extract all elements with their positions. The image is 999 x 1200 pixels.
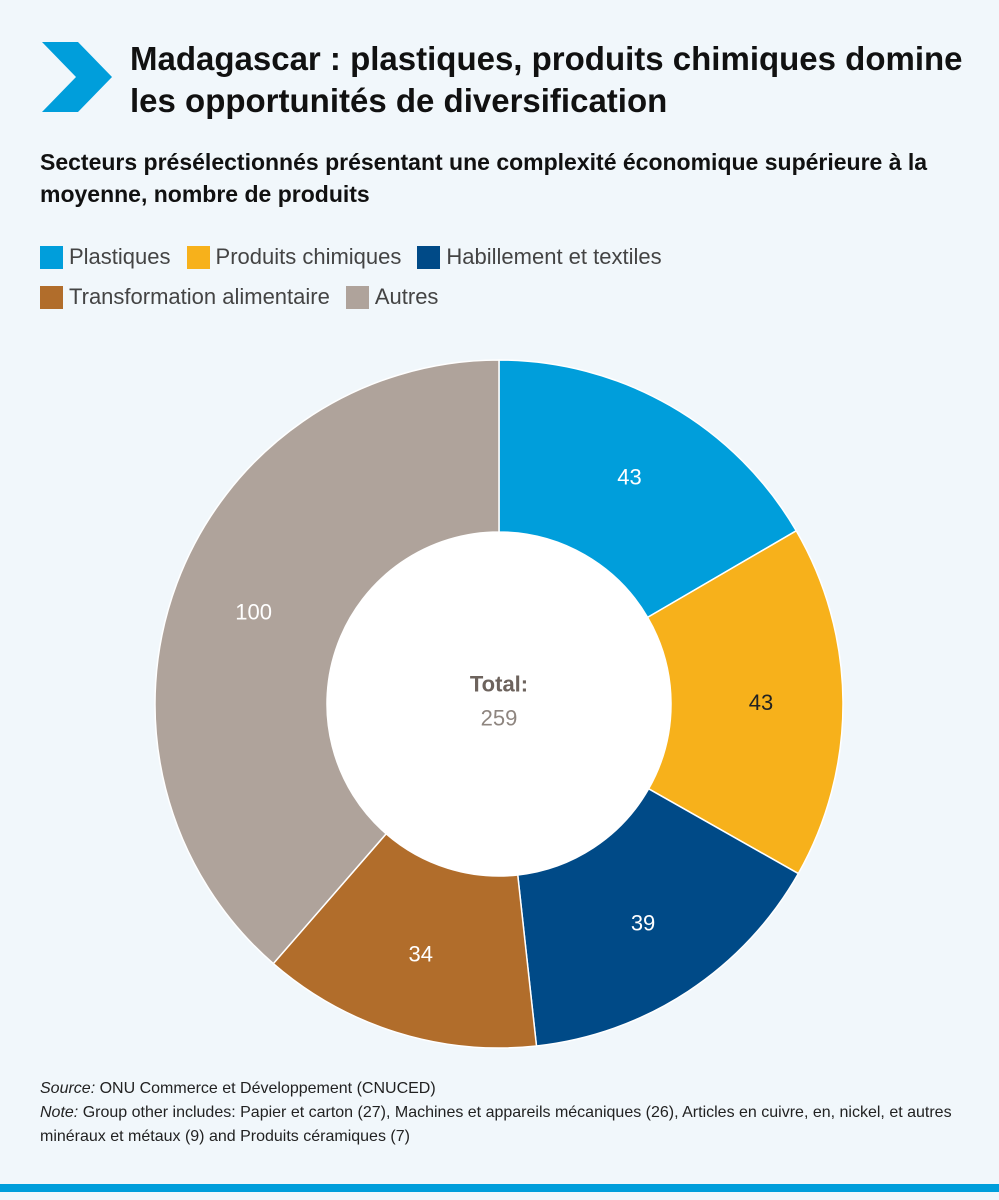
legend-item: Transformation alimentaire	[40, 284, 330, 310]
source-line: Source: ONU Commerce et Développement (C…	[40, 1077, 970, 1101]
chart-legend: Plastiques Produits chimiques Habillement …	[40, 244, 960, 310]
legend-item: Autres	[345, 284, 439, 310]
legend-swatch	[40, 285, 63, 309]
data-label-1: 43	[617, 464, 641, 489]
legend-swatch	[40, 245, 63, 269]
data-label-2: 43	[749, 690, 773, 715]
legend-label: Plastiques	[69, 244, 171, 269]
data-label-4: 34	[409, 942, 433, 967]
legend-label: Habillement et textiles	[446, 244, 662, 269]
chart-subtitle: Secteurs présélectionnés présentant une …	[40, 149, 928, 207]
note-text: Group other includes: Papier et carton (…	[40, 1104, 952, 1145]
legend-swatch	[345, 285, 369, 309]
data-label-3: 39	[631, 910, 655, 935]
donut-center	[327, 532, 671, 876]
source-label: Source:	[40, 1080, 96, 1097]
legend-label: Autres	[374, 284, 439, 309]
legend-item: Produits chimiques	[186, 244, 402, 270]
legend-label: Transformation alimentaire	[69, 284, 330, 309]
page-title: Madagascar : plastiques, produits chimiq…	[130, 40, 963, 119]
note-line: Note: Group other includes: Papier et ca…	[40, 1101, 970, 1149]
legend-item: Habillement et textiles	[417, 244, 662, 270]
center-total-value: 259	[481, 706, 518, 731]
data-label-5: 100	[235, 600, 272, 625]
legend-label: Produits chimiques	[215, 244, 402, 269]
legend-item: Plastiques	[40, 244, 171, 270]
legend-swatch	[417, 245, 441, 269]
bottom-accent-bar	[0, 1184, 999, 1192]
legend-swatch	[186, 245, 210, 269]
center-total-label: Total:	[470, 672, 528, 697]
source-text: ONU Commerce et Développement (CNUCED)	[95, 1080, 436, 1097]
chart-notes: Source: ONU Commerce et Développement (C…	[40, 1077, 970, 1149]
note-label: Note:	[40, 1104, 79, 1121]
chevron-right-icon	[42, 42, 112, 112]
